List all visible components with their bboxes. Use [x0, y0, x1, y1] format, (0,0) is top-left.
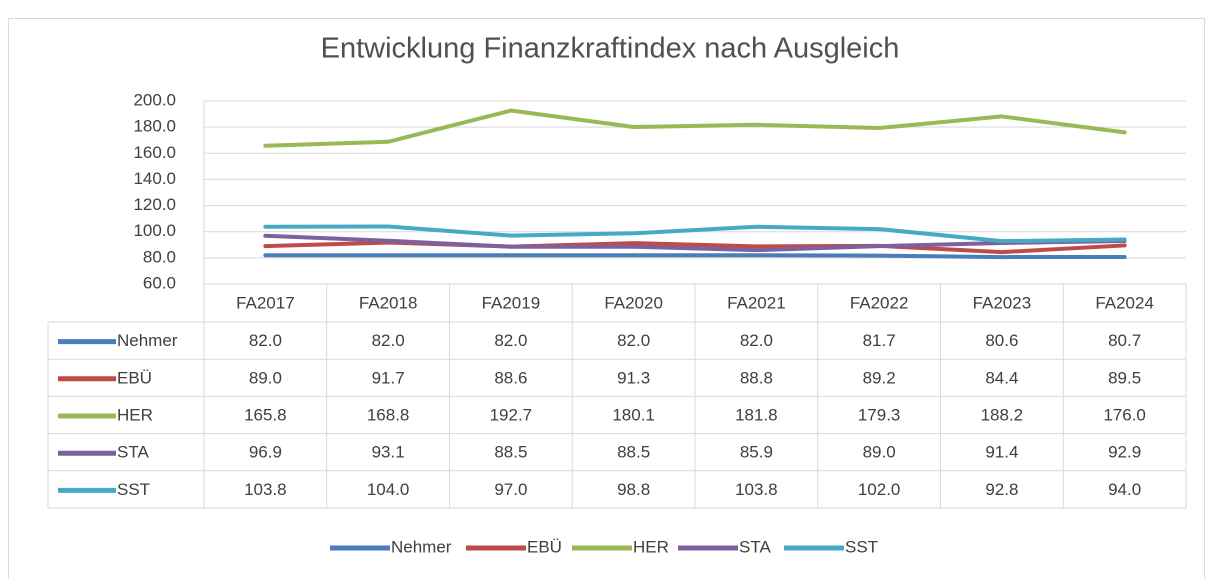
x-tick-label: FA2022 [850, 293, 909, 312]
table-value: 98.8 [617, 480, 650, 499]
table-value: 165.8 [244, 405, 287, 424]
table-value: 97.0 [494, 480, 527, 499]
table-value: 89.0 [863, 443, 896, 462]
legend-label: EBÜ [527, 537, 562, 556]
table-value: 168.8 [367, 405, 410, 424]
table-series-name: HER [117, 405, 153, 424]
series-line [263, 224, 1127, 244]
table-series-name: SST [117, 480, 150, 499]
x-tick-label: FA2018 [359, 293, 418, 312]
series-line [263, 253, 1127, 260]
table-value: 91.7 [372, 368, 405, 387]
table-value: 89.2 [863, 368, 896, 387]
table-value: 80.7 [1108, 331, 1141, 350]
series-line [263, 108, 1127, 148]
table-value: 88.8 [740, 368, 773, 387]
series-line [263, 233, 1127, 253]
table-value: 179.3 [858, 405, 901, 424]
legend-label: HER [633, 537, 669, 556]
table-value: 81.7 [863, 331, 896, 350]
table-value: 92.9 [1108, 443, 1141, 462]
y-tick-label: 60.0 [143, 273, 176, 292]
table-value: 82.0 [740, 331, 773, 350]
table-value: 85.9 [740, 443, 773, 462]
table-series-name: EBÜ [117, 368, 152, 387]
table-value: 89.0 [249, 368, 282, 387]
table-value: 103.8 [735, 480, 778, 499]
x-tick-label: FA2021 [727, 293, 786, 312]
table-value: 88.6 [494, 368, 527, 387]
x-tick-label: FA2020 [604, 293, 663, 312]
table-value: 88.5 [494, 443, 527, 462]
table-value: 88.5 [617, 443, 650, 462]
table-value: 94.0 [1108, 480, 1141, 499]
table-series-name: Nehmer [117, 331, 178, 350]
table-value: 192.7 [490, 405, 533, 424]
y-tick-label: 160.0 [133, 143, 176, 162]
y-tick-label: 200.0 [133, 90, 176, 109]
table-value: 82.0 [494, 331, 527, 350]
x-tick-label: FA2019 [482, 293, 541, 312]
y-tick-label: 140.0 [133, 169, 176, 188]
table-value: 181.8 [735, 405, 778, 424]
chart-title: Entwicklung Finanzkraftindex nach Ausgle… [321, 33, 900, 65]
legend-label: STA [739, 537, 771, 556]
x-tick-label: FA2023 [973, 293, 1032, 312]
table-value: 93.1 [372, 443, 405, 462]
y-tick-label: 120.0 [133, 195, 176, 214]
table-value: 80.6 [985, 331, 1018, 350]
table-value: 92.8 [985, 480, 1018, 499]
table-value: 89.5 [1108, 368, 1141, 387]
table-value: 82.0 [372, 331, 405, 350]
x-tick-label: FA2017 [236, 293, 295, 312]
y-tick-label: 100.0 [133, 221, 176, 240]
table-value: 96.9 [249, 443, 282, 462]
y-tick-label: 80.0 [143, 247, 176, 266]
table-value: 82.0 [617, 331, 650, 350]
table-value: 176.0 [1103, 405, 1146, 424]
table-value: 102.0 [858, 480, 901, 499]
legend-label: Nehmer [391, 537, 452, 556]
table-value: 103.8 [244, 480, 287, 499]
chart-border [8, 18, 1205, 579]
table-value: 91.3 [617, 368, 650, 387]
table-value: 91.4 [985, 443, 1018, 462]
table-value: 82.0 [249, 331, 282, 350]
legend-label: SST [845, 537, 878, 556]
table-value: 180.1 [612, 405, 655, 424]
y-tick-label: 180.0 [133, 117, 176, 136]
table-value: 84.4 [985, 368, 1018, 387]
x-tick-label: FA2024 [1095, 293, 1154, 312]
table-series-name: STA [117, 443, 149, 462]
table-value: 104.0 [367, 480, 410, 499]
table-value: 188.2 [981, 405, 1024, 424]
